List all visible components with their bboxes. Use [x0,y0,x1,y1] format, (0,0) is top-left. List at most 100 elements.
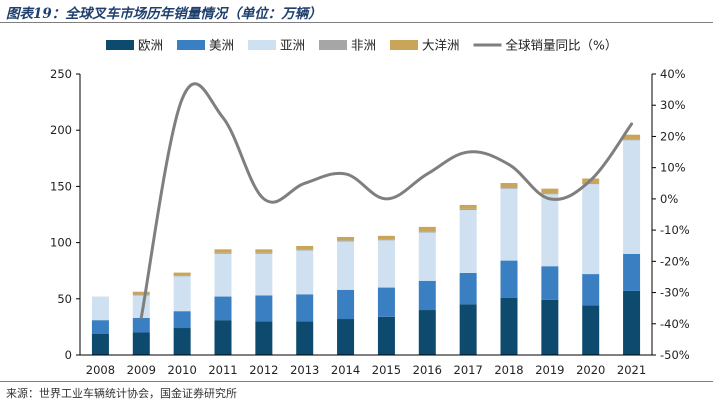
bar-segment [132,332,150,355]
source-divider [0,381,713,382]
bar-segment [418,280,436,311]
x-tick-label: 2016 [413,363,442,377]
x-tick-label: 2014 [331,363,360,377]
bar-segment [173,328,191,355]
bar-segment [255,321,273,355]
bar-segment [377,239,395,241]
bar-segment [459,210,477,273]
x-axis: 2008 2009 2010 2011 2012 2013 2014 2015 2016 2017… [80,354,652,377]
bar-segment [296,250,314,295]
bar-segment [337,240,355,242]
right-tick-label: -30% [660,286,690,300]
bar-segment [377,235,395,240]
bar-segment [623,140,641,254]
legend-swatch [106,40,134,50]
bar-segment [418,310,436,355]
left-tick-label: 250 [50,67,72,81]
bar-segment [296,294,314,322]
legend-item: 大洋洲 [390,38,460,53]
legend-label: 非洲 [351,38,376,53]
legend-swatch [177,40,205,50]
bar-segment [296,249,314,251]
x-tick-label: 2008 [86,363,115,377]
bar-segment [337,236,355,241]
bar-segment [541,266,559,300]
chart-title: 图表19：全球叉车市场历年销量情况（单位：万辆） [6,6,322,22]
bar-series [91,134,641,355]
bar-segment [255,295,273,322]
legend-label: 欧洲 [138,38,163,53]
legend-swatch [390,40,418,50]
right-tick-label: -10% [660,223,690,237]
bar-segment [377,240,395,288]
bar-segment [418,232,436,281]
legend-swatch [319,40,347,50]
bar-segment [255,249,273,253]
bar-segment [173,311,191,329]
bar-segment [623,253,641,291]
legend-item: 美洲 [177,38,234,53]
bar-segment [91,296,109,321]
bar-segment [173,272,191,276]
bar-segment [500,297,518,355]
bar-segment [337,319,355,355]
x-tick-label: 2012 [249,363,278,377]
bar-segment [541,188,559,194]
right-tick-label: -50% [660,348,690,362]
right-tick-label: 0% [660,192,678,206]
legend-swatch [248,40,276,50]
right-tick-label: 30% [660,98,686,112]
legend-label: 大洋洲 [422,38,460,53]
right-tick-label: 10% [660,161,686,175]
bar-segment [296,245,314,250]
bar-segment [91,320,109,334]
bar-segment [541,299,559,355]
yoy-line-series [139,82,634,320]
bar-segment [337,241,355,290]
source-note: 来源：世界工业车辆统计协会，国金证券研究所 [6,387,237,400]
bar-segment [582,305,600,355]
bar-segment [459,208,477,211]
bar-segment [500,260,518,298]
legend-item: 欧洲 [106,38,163,53]
bar-segment [91,333,109,355]
right-tick-label: 20% [660,129,686,143]
bar-segment [214,249,232,253]
bar-segment [132,317,150,333]
right-tick-label: -20% [660,254,690,268]
x-tick-label: 2015 [372,363,401,377]
x-tick-label: 2021 [617,363,646,377]
bar-segment [582,274,600,306]
bar-segment [214,253,232,297]
bar-segment [459,272,477,305]
bar-segment [377,287,395,317]
left-tick-label: 50 [57,292,72,306]
bar-segment [173,275,191,277]
bar-segment [255,253,273,296]
bar-segment [541,194,559,267]
left-tick-label: 0 [65,348,72,362]
right-axis: -50% -40% -30% -20% -10% 0% 10% 20% 30% 40% [651,67,690,362]
bar-segment [623,139,641,141]
left-axis: 0 50 100 150 200 250 [50,67,81,362]
x-tick-label: 2010 [168,363,197,377]
bar-segment [459,304,477,355]
bar-segment [214,252,232,254]
bar-segment [500,188,518,261]
right-tick-label: 40% [660,67,686,81]
bar-segment [214,320,232,355]
bar-segment [582,184,600,275]
bar-segment [459,204,477,209]
x-tick-label: 2009 [127,363,156,377]
legend-item: 全球销量同比（%） [473,38,617,53]
left-tick-label: 200 [50,123,72,137]
bar-segment [623,290,641,355]
x-tick-label: 2020 [576,363,605,377]
legend: 欧洲 美洲 亚洲 非洲 大洋洲 全球销量同比（%） [106,38,617,53]
bar-segment [623,134,641,140]
left-tick-label: 100 [50,236,72,250]
bar-segment [255,252,273,254]
bar-segment [582,183,600,185]
legend-item: 非洲 [319,38,376,53]
bar-segment [296,321,314,355]
